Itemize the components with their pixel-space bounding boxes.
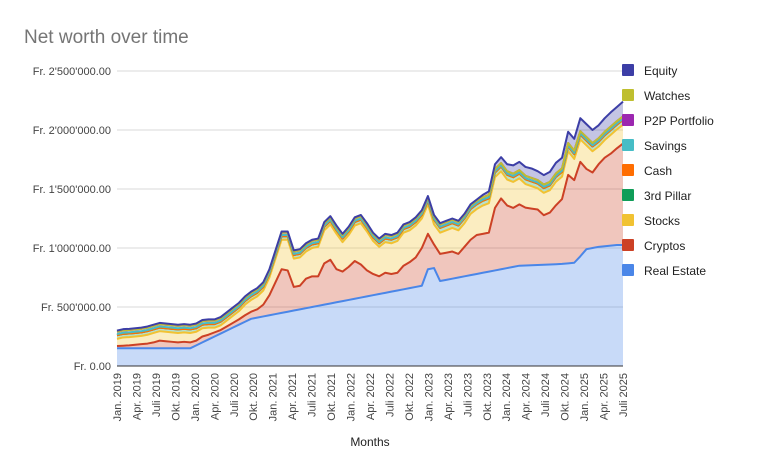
x-tick-label: Okt. 2023 xyxy=(482,373,494,421)
x-tick-label: Apr. 2022 xyxy=(365,373,377,420)
series-lines xyxy=(116,100,624,350)
legend-swatch-watches xyxy=(622,89,634,101)
x-tick-label: Okt. 2022 xyxy=(404,373,416,421)
area-cryptos xyxy=(117,143,623,349)
x-tick-label: Apr. 2020 xyxy=(209,373,221,420)
legend-label-p2p-portfolio: P2P Portfolio xyxy=(644,114,714,128)
legend-label-stocks: Stocks xyxy=(644,214,680,228)
legend-label-3rd-pillar: 3rd Pillar xyxy=(644,189,691,203)
x-tick-label: Okt. 2019 xyxy=(170,373,182,421)
line-real-estate xyxy=(117,244,623,350)
legend-swatch-cash xyxy=(622,164,634,176)
x-tick-label: Jan. 2021 xyxy=(268,373,280,421)
legend-label-cryptos: Cryptos xyxy=(644,239,685,253)
y-axis-ticks: Fr. 0.00 Fr. 500'000.00 Fr. 1'000'000.00 Fr… xyxy=(33,66,111,373)
x-tick-label: Okt. 2021 xyxy=(326,373,338,421)
y-tick-label: Fr. 1'000'000.00 xyxy=(33,243,111,255)
legend-swatch-p2p-portfolio xyxy=(622,114,634,126)
legend-label-savings: Savings xyxy=(644,139,687,153)
x-tick-label: Jan. 2025 xyxy=(579,373,591,421)
line-equity xyxy=(116,100,624,332)
x-tick-label: Juli 2023 xyxy=(462,373,474,417)
legend-swatch-stocks xyxy=(622,214,634,226)
chart-title: Net worth over time xyxy=(24,27,189,48)
x-tick-label: Jan. 2024 xyxy=(501,373,513,421)
legend-label-cash: Cash xyxy=(644,164,672,178)
x-tick-label: Apr. 2024 xyxy=(521,373,533,420)
x-tick-label: Jan. 2023 xyxy=(423,373,435,421)
x-tick-label: Jan. 2020 xyxy=(190,373,202,421)
x-tick-label: Jan. 2022 xyxy=(346,373,358,421)
x-tick-label: Apr. 2025 xyxy=(599,373,611,420)
legend-swatch-cryptos xyxy=(622,239,634,251)
y-tick-label: Fr. 2'000'000.00 xyxy=(33,125,111,137)
y-tick-label: Fr. 0.00 xyxy=(74,361,111,373)
x-axis-title: Months xyxy=(350,435,389,449)
x-tick-label: Okt. 2024 xyxy=(560,373,572,421)
legend-swatch-3rd-pillar xyxy=(622,189,634,201)
x-tick-label: Juli 2021 xyxy=(307,373,319,417)
x-tick-label: Juli 2025 xyxy=(618,373,630,417)
x-tick-label: Juli 2022 xyxy=(384,373,396,417)
x-tick-label: Apr. 2019 xyxy=(131,373,143,420)
x-tick-label: Apr. 2021 xyxy=(287,373,299,420)
area-real-estate xyxy=(117,245,623,366)
line-stocks xyxy=(116,123,624,340)
y-tick-label: Fr. 500'000.00 xyxy=(41,302,111,314)
legend: Equity Watches P2P Portfolio Savings Cash 3rd… xyxy=(622,64,714,278)
x-tick-label: Apr. 2023 xyxy=(443,373,455,420)
area-stocks xyxy=(117,124,623,346)
x-tick-label: Jan. 2019 xyxy=(112,373,124,421)
line-cryptos xyxy=(116,142,624,347)
x-tick-label: Juli 2024 xyxy=(540,373,552,417)
legend-swatch-equity xyxy=(622,64,634,76)
x-tick-label: Juli 2020 xyxy=(229,373,241,417)
y-tick-label: Fr. 2'500'000.00 xyxy=(33,66,111,78)
x-axis-ticks: Jan. 2019 Apr. 2019 Juli 2019 Okt. 2019 Jan.… xyxy=(112,373,630,421)
x-tick-label: Juli 2019 xyxy=(151,373,163,417)
line-savings xyxy=(116,117,624,336)
legend-label-equity: Equity xyxy=(644,64,677,78)
y-tick-label: Fr. 1'500'000.00 xyxy=(33,184,111,196)
legend-swatch-real-estate xyxy=(622,264,634,276)
legend-label-watches: Watches xyxy=(644,89,690,103)
legend-label-real-estate: Real Estate xyxy=(644,264,706,278)
x-tick-label: Okt. 2020 xyxy=(248,373,260,421)
legend-swatch-savings xyxy=(622,139,634,151)
